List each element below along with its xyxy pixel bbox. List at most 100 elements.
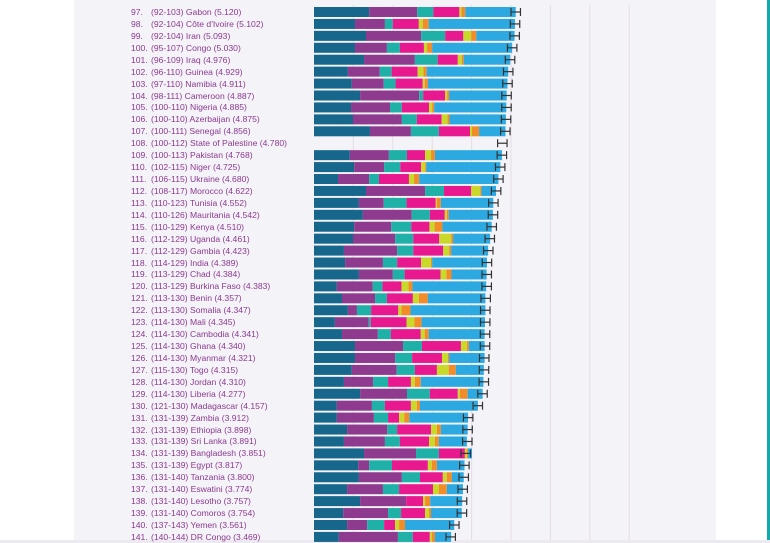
rank: 110.: [131, 162, 148, 173]
score: (4.310): [218, 376, 246, 387]
bar-segment: [451, 233, 454, 244]
bar-segment: [416, 448, 439, 459]
bar-segment: [314, 329, 342, 340]
bar-segment: [314, 317, 335, 328]
bar-segment: [447, 352, 450, 363]
bar-segment: [432, 484, 439, 495]
bar-segment: [419, 472, 443, 483]
bar-segment: [459, 388, 468, 399]
score: (5.030): [213, 42, 241, 53]
bar-segment: [427, 78, 508, 89]
country-name: Niger: [190, 162, 211, 173]
country-name: Lesotho: [190, 496, 222, 507]
bar-segment: [314, 388, 361, 399]
bar-segment: [345, 257, 383, 268]
rank: 125.: [131, 341, 148, 352]
country-label: 117. (112-129) Gambia (4.423): [131, 245, 250, 257]
bar-segment: [425, 508, 430, 519]
bar-segment: [343, 436, 385, 447]
country-name: Ukraine: [190, 174, 220, 185]
bar-segment: [369, 174, 380, 185]
bar-segment: [479, 126, 506, 137]
rank-range: (114-130): [151, 388, 188, 399]
bar-segment: [445, 30, 464, 41]
country-name: Liberia: [190, 388, 216, 399]
country-name: Congo: [185, 42, 212, 53]
bar-segment: [463, 30, 472, 41]
country-label: 111. (106-115) Ukraine (4.680): [131, 173, 249, 185]
country-label: 110. (102-115) Niger (4.725): [131, 161, 240, 173]
score: (3.851): [238, 448, 266, 459]
bar-segment: [399, 42, 424, 53]
bar-segment: [455, 364, 484, 375]
country-name: Morocco: [190, 185, 223, 196]
score: (3.891): [229, 436, 257, 447]
score: (4.277): [218, 388, 246, 399]
score: (4.768): [225, 150, 253, 161]
country-name: Iran: [185, 30, 201, 41]
bar-segment: [429, 436, 435, 447]
country-label: 107. (100-111) Senegal (4.856): [131, 125, 251, 137]
bar-segment: [358, 197, 384, 208]
rank-range: (100-112): [151, 138, 188, 149]
country-label: 114. (110-126) Mauritania (4.542): [131, 209, 260, 221]
bar-segment: [457, 388, 460, 399]
bar-segment: [416, 114, 442, 125]
bar-segment: [383, 78, 396, 89]
bar-segment: [437, 54, 458, 65]
bar-segment: [384, 18, 393, 29]
bar-segment: [392, 269, 405, 280]
rank: 118.: [131, 257, 148, 268]
bar-segment: [438, 126, 471, 137]
rank: 137.: [131, 484, 148, 495]
rank-range: (92-103): [151, 7, 184, 17]
bar-segment: [449, 352, 485, 363]
country-label: 134. (131-139) Bangladesh (3.851): [131, 447, 266, 459]
bar-segment: [314, 508, 344, 519]
country-name: Tanzania: [190, 472, 225, 483]
bar-segment: [442, 221, 492, 232]
bar-segment: [411, 221, 430, 232]
country-label: 126. (114-130) Myanmar (4.321): [131, 352, 255, 364]
rank-range: (113-129): [151, 269, 188, 280]
bar-segment: [481, 185, 497, 196]
bar-segment: [421, 257, 432, 268]
country-label: 129. (114-130) Liberia (4.277): [131, 388, 245, 400]
bar-segment: [391, 221, 412, 232]
country-name: Tunisia: [189, 197, 218, 208]
bar-segment: [426, 66, 509, 77]
bar-segment: [429, 508, 432, 519]
country-name: Comoros: [190, 508, 226, 519]
bar-segment: [399, 519, 406, 530]
country-label: 131. (131-139) Zambia (3.912): [131, 412, 249, 424]
rank: 119.: [131, 269, 148, 280]
country-label: 120. (113-129) Burkina Faso (4.383): [131, 280, 270, 292]
rank: 107.: [131, 126, 148, 137]
bar-segment: [442, 352, 448, 363]
bar-segment: [314, 162, 355, 173]
bar-segment: [410, 400, 417, 411]
bar-segment: [395, 233, 414, 244]
rank: 114.: [131, 209, 148, 220]
bar-segment: [347, 66, 380, 77]
bar-segment: [429, 102, 433, 113]
bar-segment: [397, 245, 414, 256]
score: (4.510): [216, 221, 245, 232]
bar-segment: [476, 30, 515, 41]
bar-segment: [388, 508, 402, 519]
bar-segment: [372, 281, 383, 292]
country-name: Gambia: [190, 245, 221, 256]
bar-segment: [401, 508, 426, 519]
bar-segment: [424, 78, 428, 89]
bar-segment: [371, 305, 399, 316]
rank: 134.: [131, 448, 148, 459]
rank: 101.: [131, 54, 148, 65]
bar-segment: [429, 388, 458, 399]
bar-segment: [445, 90, 448, 101]
bar-segment: [434, 150, 502, 161]
country-label: 115. (110-129) Kenya (4.510): [131, 221, 244, 233]
score: (4.461): [222, 233, 250, 244]
country-label: 104. (98-111) Cameroon (4.887): [131, 90, 254, 102]
rank: 126.: [131, 352, 148, 363]
rank: 120.: [131, 281, 148, 292]
